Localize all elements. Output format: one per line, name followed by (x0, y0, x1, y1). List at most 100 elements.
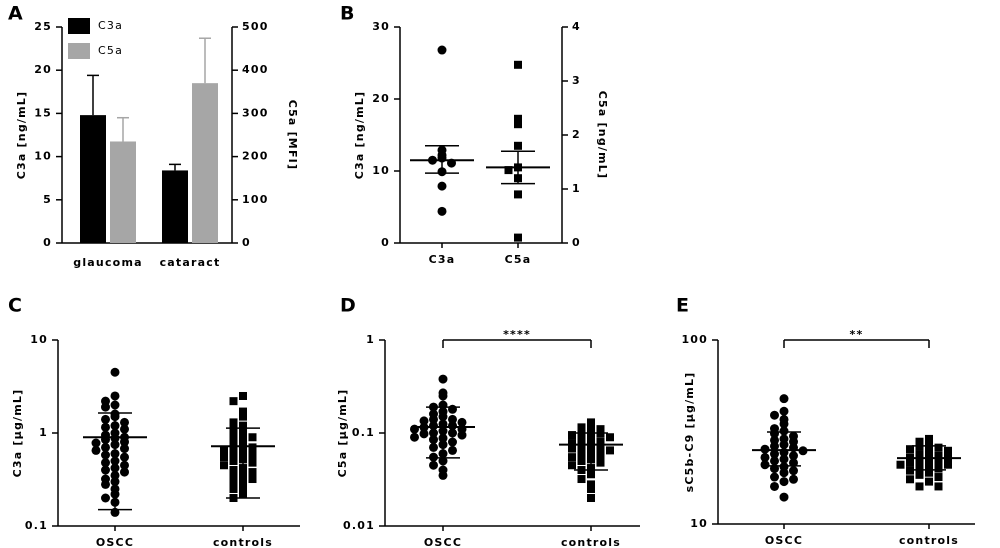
panel-label: C (8, 295, 22, 317)
tick-label: 0.01 (343, 519, 375, 532)
data-point (229, 449, 238, 458)
x-tick-label: C5a (505, 253, 532, 266)
data-point (229, 425, 238, 434)
data-point (934, 482, 943, 491)
data-point (789, 458, 798, 468)
data-point (438, 470, 448, 480)
panel-label: E (676, 295, 689, 317)
data-point (944, 446, 952, 455)
data-point (577, 442, 586, 451)
tick-label: 15 (34, 106, 52, 119)
data-point (770, 410, 779, 420)
data-point (760, 460, 770, 470)
data-point (239, 391, 247, 400)
data-point (220, 446, 228, 455)
data-point (906, 445, 914, 454)
data-point (91, 445, 101, 455)
data-point (101, 422, 110, 432)
data-point (239, 407, 247, 416)
significance-label: ** (850, 328, 864, 341)
tick-label: 1 (39, 426, 48, 439)
data-point (760, 452, 770, 462)
panel-label: A (8, 3, 23, 25)
data-point (770, 456, 779, 466)
x-tick-label: controls (561, 536, 621, 548)
data-point (120, 444, 129, 454)
data-point (229, 397, 238, 406)
tick-label: 0 (381, 236, 390, 249)
x-tick-label: OSCC (424, 536, 462, 548)
data-point (101, 458, 110, 468)
tick-label: 2 (572, 128, 581, 141)
data-point (779, 492, 789, 502)
data-point (220, 461, 228, 470)
data-point (248, 433, 257, 442)
data-point (239, 421, 247, 430)
data-point (925, 440, 933, 449)
data-point (229, 456, 238, 465)
data-point (934, 456, 943, 465)
data-point (448, 414, 457, 424)
tick-label: 1 (366, 333, 375, 346)
data-point (120, 460, 129, 470)
data-point (925, 434, 933, 443)
data-point (220, 453, 228, 462)
data-point (101, 442, 110, 452)
y-axis-label: C3a [ng/mL] (353, 91, 366, 179)
data-point (120, 437, 129, 447)
data-point (429, 414, 438, 424)
data-point (437, 181, 447, 191)
x-tick-label: cataract (160, 256, 221, 269)
data-point (229, 480, 238, 489)
data-point (514, 233, 522, 242)
legend-swatch (68, 18, 90, 34)
data-point (101, 465, 110, 475)
data-point (448, 404, 457, 414)
data-point (596, 443, 605, 452)
tick-label: 10 (34, 150, 52, 163)
data-point (229, 466, 238, 475)
tick-label: 30 (372, 20, 390, 33)
y-axis-label: sC5b-C9 [µg/mL] (683, 372, 696, 493)
tick-label: 5 (43, 193, 52, 206)
data-point (789, 451, 798, 461)
bar (162, 170, 188, 243)
data-point (429, 428, 438, 438)
data-point (248, 458, 257, 467)
data-point (934, 473, 943, 482)
data-point (915, 470, 924, 479)
data-point (934, 451, 943, 460)
data-point (101, 479, 110, 489)
data-point (577, 423, 586, 432)
data-point (896, 460, 905, 469)
data-point (568, 453, 576, 462)
tick-label: 0 (43, 236, 52, 249)
data-point (419, 429, 429, 439)
y-axis-label: C5a [µg/mL] (336, 389, 349, 478)
data-point (596, 429, 605, 438)
data-point (587, 494, 595, 503)
data-point (101, 450, 110, 460)
data-point (448, 437, 457, 447)
data-point (915, 437, 924, 446)
tick-label: 10 (372, 164, 390, 177)
significance-label: **** (503, 328, 531, 341)
data-point (429, 460, 438, 470)
data-point (906, 475, 914, 484)
data-point (587, 484, 595, 493)
tick-label: 0.1 (25, 519, 48, 532)
data-point (915, 456, 924, 465)
data-point (606, 446, 614, 455)
data-point (429, 442, 438, 452)
legend-label: C5a (98, 44, 123, 57)
bar (80, 115, 106, 243)
data-point (437, 45, 447, 55)
data-point (568, 444, 576, 453)
x-tick-label: controls (213, 536, 273, 548)
data-point (514, 114, 522, 123)
data-point (596, 458, 605, 467)
data-point (925, 477, 933, 486)
data-point (925, 468, 933, 477)
data-point (915, 464, 924, 473)
